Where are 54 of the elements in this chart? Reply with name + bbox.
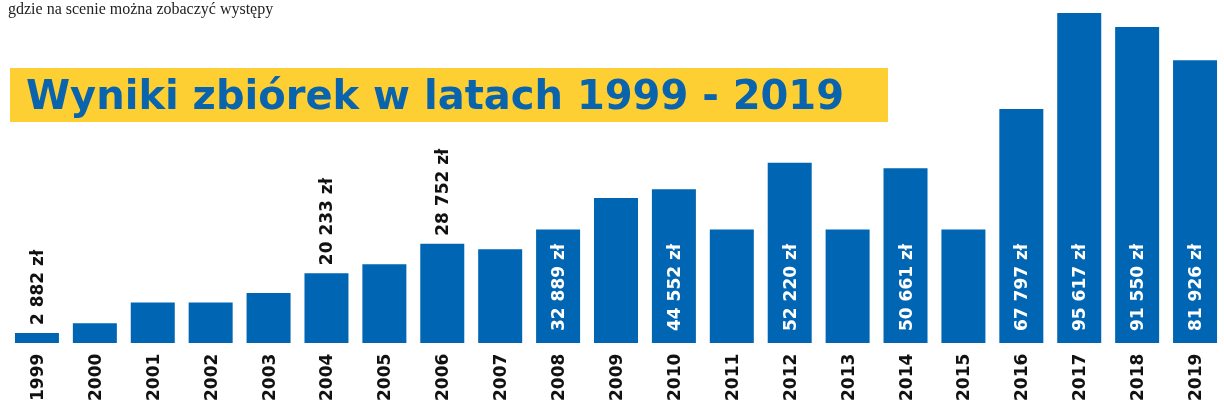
bar — [1115, 27, 1160, 343]
data-label: 91 550 zł — [1127, 243, 1148, 331]
x-tick-label: 2001 — [142, 353, 163, 401]
bar — [767, 162, 812, 343]
bar — [420, 243, 465, 343]
data-label: 67 797 zł — [1011, 243, 1032, 331]
x-tick-label: 2000 — [84, 353, 105, 401]
x-tick-label: 2004 — [316, 353, 337, 401]
x-tick-label: 2005 — [374, 353, 395, 401]
annotation: gdzie na scenie można zobaczyć występy — [8, 0, 274, 18]
bar — [1057, 13, 1102, 343]
bar — [188, 302, 233, 343]
x-tick-label: 2008 — [548, 353, 569, 401]
bar — [651, 189, 696, 343]
bar — [825, 229, 870, 343]
text: Wyniki zbiórek w latach 1999 - 2019 — [10, 68, 888, 122]
bar — [478, 249, 523, 343]
x-tick-label: 2011 — [721, 353, 742, 401]
bar — [709, 229, 754, 343]
bar — [72, 323, 117, 343]
data-label: 50 661 zł — [895, 243, 916, 331]
x-tick-label: 2012 — [779, 353, 800, 401]
x-tick-label: 2015 — [953, 353, 974, 401]
x-tick-label: 2003 — [258, 353, 279, 401]
x-tick-label: 2013 — [837, 353, 858, 401]
bar — [362, 264, 407, 343]
data-label: 32 889 zł — [548, 243, 569, 331]
bar — [594, 198, 638, 343]
x-tick-label: 2017 — [1069, 353, 1090, 401]
data-label: 2 882 zł — [26, 249, 47, 326]
bar — [999, 109, 1044, 343]
x-tick-label: 1999 — [26, 353, 47, 401]
x-tick-label: 2010 — [663, 353, 684, 401]
x-tick-label: 2002 — [200, 353, 221, 401]
x-tick-label: 2016 — [1011, 353, 1032, 401]
x-tick-label: 2019 — [1185, 353, 1206, 401]
bar — [941, 229, 986, 343]
bar — [304, 273, 349, 343]
x-tick-label: 2006 — [432, 353, 453, 401]
data-label: 44 552 zł — [663, 243, 684, 331]
data-label: 28 752 zł — [432, 147, 453, 236]
data-label: 95 617 zł — [1069, 243, 1090, 331]
x-tick-label: 2018 — [1127, 353, 1148, 401]
bar — [14, 333, 59, 343]
x-tick-label: 2009 — [606, 353, 626, 401]
bar — [883, 168, 928, 343]
x-tick-label: 2007 — [490, 353, 511, 401]
x-tick-label: 2014 — [895, 353, 916, 401]
bar — [246, 292, 291, 343]
bar — [130, 302, 175, 343]
data-label: 81 926 zł — [1185, 243, 1206, 331]
data-label: 52 220 zł — [779, 243, 800, 331]
data-label: 20 233 zł — [316, 177, 337, 266]
bar — [1173, 60, 1218, 343]
